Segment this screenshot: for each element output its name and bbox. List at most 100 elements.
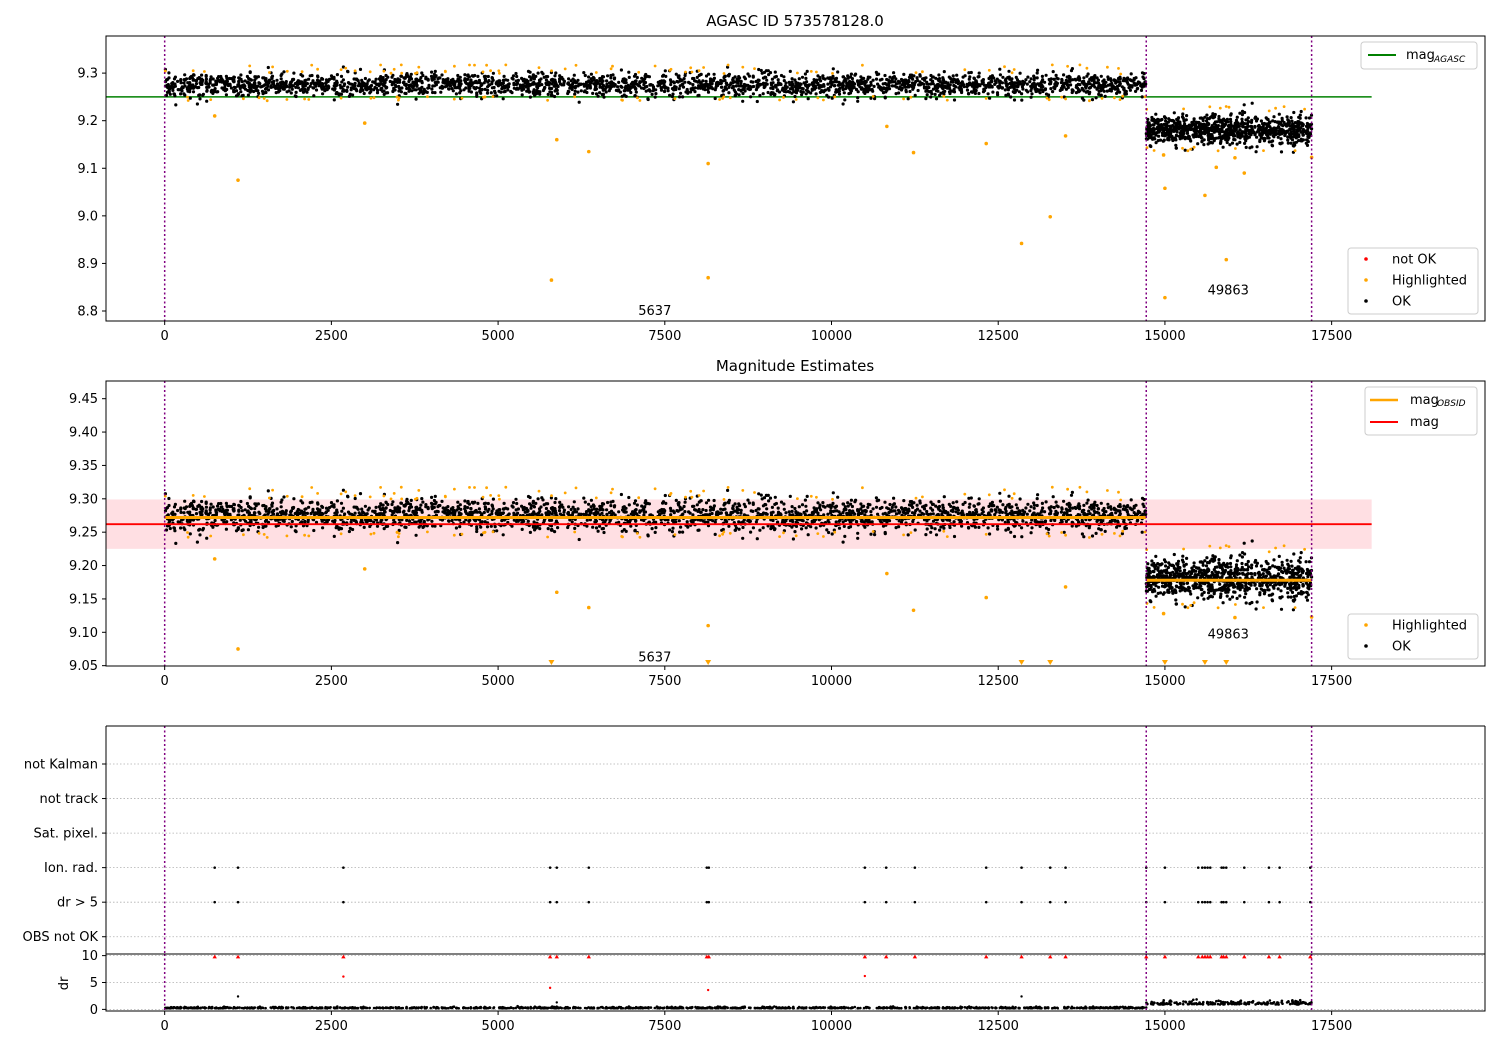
ok-point [224, 93, 228, 97]
ok-point [312, 94, 316, 98]
ok-point [1232, 137, 1236, 142]
ok-point [949, 504, 953, 508]
ok-point [634, 90, 638, 94]
ok-point [335, 499, 339, 503]
ok-point [802, 81, 806, 85]
ok-point [480, 87, 484, 92]
ok-point [1059, 510, 1063, 514]
ok-point [836, 70, 840, 74]
ok-point [623, 86, 627, 90]
ok-point [762, 85, 767, 89]
ok-point [878, 85, 883, 89]
ok-point [167, 86, 171, 90]
ok-point [759, 68, 763, 73]
ok-point [1184, 118, 1188, 122]
highlighted-point [1224, 105, 1228, 108]
ok-point [737, 527, 741, 531]
ok-point [908, 73, 913, 77]
ok-point [707, 83, 712, 87]
ok-point [1044, 500, 1048, 504]
ok-point [733, 90, 738, 94]
ok-point [532, 520, 536, 524]
ok-point [519, 84, 523, 88]
ok-point [674, 72, 678, 76]
ok-point [683, 73, 687, 78]
ok-point [737, 520, 741, 524]
ok-point [731, 84, 736, 88]
ok-point [1240, 134, 1244, 138]
x-tick-label: 17500 [1311, 329, 1352, 344]
ok-point [173, 94, 177, 98]
ok-point [1084, 90, 1088, 94]
highlighted-point [831, 72, 834, 75]
ok-point [1304, 116, 1308, 120]
ok-point [274, 86, 278, 90]
ok-point [1271, 134, 1275, 138]
ok-point [1293, 124, 1297, 128]
ok-point [856, 96, 860, 100]
ok-point [841, 88, 845, 92]
ok-point [936, 77, 940, 81]
ok-point [467, 87, 471, 91]
highlighted-point [1048, 215, 1053, 219]
ok-point [1231, 129, 1235, 133]
ok-point [1204, 130, 1208, 134]
ok-point [1290, 138, 1295, 142]
ok-point [788, 83, 792, 87]
ok-point [770, 505, 775, 509]
ok-point [662, 89, 667, 94]
ok-point [786, 89, 790, 94]
ok-point [646, 74, 650, 78]
ok-point [491, 507, 495, 511]
ok-point [888, 502, 892, 507]
ok-point [475, 93, 479, 97]
ok-point [239, 499, 243, 504]
ok-point [290, 87, 294, 91]
ok-point [366, 79, 370, 83]
ok-point [605, 79, 609, 83]
ok-point [863, 82, 867, 87]
ok-point [961, 502, 965, 506]
highlighted-point [344, 66, 348, 70]
highlighted-point [984, 141, 989, 146]
ok-point [1110, 81, 1114, 86]
ok-point [930, 526, 934, 530]
ok-point [394, 84, 398, 89]
ok-point [841, 520, 845, 524]
ok-point [195, 102, 199, 106]
ok-point [929, 82, 933, 86]
ok-point [1216, 124, 1220, 128]
ok-point [856, 83, 861, 87]
ok-point [1080, 510, 1084, 514]
ok-point [1283, 122, 1287, 126]
ok-point [725, 87, 729, 91]
highlighted-point [549, 278, 554, 282]
ok-point [922, 86, 927, 90]
ok-point [1295, 129, 1299, 134]
highlighted-point [669, 67, 673, 71]
ok-point [1197, 134, 1201, 139]
ok-point [612, 505, 617, 509]
ok-point [450, 87, 454, 91]
ok-point [173, 75, 177, 79]
highlighted-point [794, 98, 798, 101]
highlighted-point [339, 96, 343, 100]
ok-point [846, 76, 850, 80]
ok-point [1248, 132, 1252, 136]
ok-point [1103, 529, 1107, 534]
ok-point [668, 528, 672, 532]
ok-point [1235, 142, 1239, 146]
highlighted-point [945, 98, 949, 102]
ok-point [180, 85, 184, 89]
highlighted-point [1218, 106, 1222, 110]
ok-point [576, 90, 580, 94]
ok-point [248, 90, 252, 94]
ok-point [1068, 505, 1072, 510]
ok-point [553, 94, 557, 99]
ok-point [458, 86, 462, 90]
ok-point [256, 89, 260, 93]
ok-point [851, 85, 855, 89]
ok-point [489, 524, 493, 528]
ok-point [361, 510, 365, 514]
ok-point [182, 81, 186, 85]
